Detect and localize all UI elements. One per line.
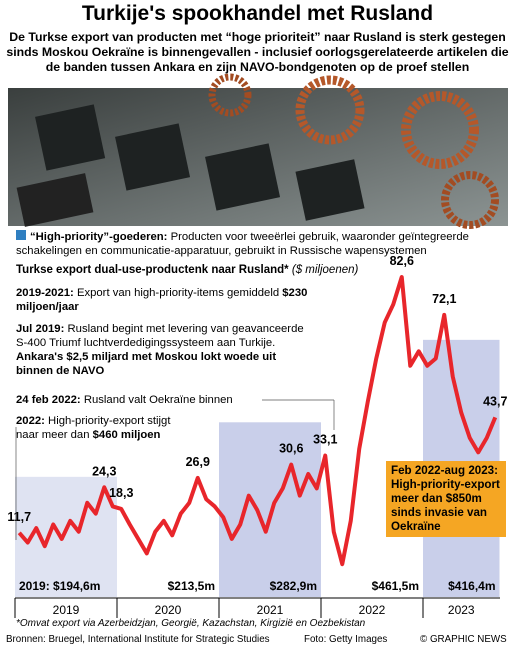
ann-highlight: $230 miljoen/jaar xyxy=(16,287,308,313)
x-tick-label: 2019 xyxy=(53,603,80,617)
photo-credit: Foto: Getty Images xyxy=(304,634,388,645)
data-label: 33,1 xyxy=(313,433,337,447)
annotation: 2019-2021: Export van high-priority-item… xyxy=(16,286,316,314)
title: Turkije's spookhandel met Rusland xyxy=(81,2,434,25)
data-label: 11,7 xyxy=(7,510,31,524)
x-tick-label: 2021 xyxy=(257,603,284,617)
data-label: 30,6 xyxy=(279,442,303,456)
ann-text: Rusland begint met levering van geavance… xyxy=(16,323,304,349)
data-label: 18,3 xyxy=(109,486,133,500)
chart-title-text: Turkse export dual-use-productenk naar R… xyxy=(16,264,289,276)
annual-label: $461,5m xyxy=(372,579,419,593)
chart-unit: ($ miljoenen) xyxy=(291,264,359,276)
footnote: *Omvat export via Azerbeidzjan, Georgië,… xyxy=(16,618,366,629)
line xyxy=(17,275,498,567)
annual-label: $282,9m xyxy=(270,579,317,593)
data-label: 82,6 xyxy=(390,254,414,268)
ann-text: High-priority-export stijgt naar meer da… xyxy=(16,415,171,441)
legend: “High-priority”-goederen: Producten voor… xyxy=(16,230,511,258)
subtitle: De Turkse export van producten met “hoge… xyxy=(6,30,509,74)
annotation: 2022: High-priority-export stijgt naar m… xyxy=(16,414,196,442)
annual-label: $416,4m xyxy=(448,579,495,593)
ann-date: 2019-2021: xyxy=(16,287,74,299)
ann-highlight: $460 miljoen xyxy=(92,429,161,441)
ann-date: 24 feb 2022: xyxy=(16,394,81,406)
leader-lines xyxy=(15,399,335,540)
data-label: 24,3 xyxy=(92,464,116,478)
ann-highlight: Ankara's $2,5 miljard met Moskou lokt wo… xyxy=(16,351,277,377)
data-label: 43,7 xyxy=(483,394,507,408)
sources: Bronnen: Bruegel, International Institut… xyxy=(6,634,270,645)
x-tick-label: 2020 xyxy=(155,603,182,617)
ann-text: Rusland valt Oekraïne binnen xyxy=(83,394,233,406)
callout: Feb 2022-aug 2023: High-priority-export … xyxy=(386,461,506,537)
annual-label: 2019: $194,6m xyxy=(19,579,100,593)
annotation: Jul 2019: Rusland begint met levering va… xyxy=(16,322,316,378)
ann-date: 2022: xyxy=(16,415,45,427)
x-tick-label: 2023 xyxy=(448,603,475,617)
ann-text: Export van high-priority-items gemiddeld xyxy=(76,287,280,299)
data-label: 26,9 xyxy=(186,455,210,469)
x-tick-label: 2022 xyxy=(359,603,386,617)
annotation: 24 feb 2022: Rusland valt Oekraïne binne… xyxy=(16,393,316,407)
data-label: 72,1 xyxy=(432,292,456,306)
chart-title: Turkse export dual-use-productenk naar R… xyxy=(16,264,358,276)
legend-swatch xyxy=(16,230,26,240)
legend-term: “High-priority”-goederen: xyxy=(30,231,168,243)
ann-date: Jul 2019: xyxy=(16,323,65,335)
photo xyxy=(8,73,508,229)
annual-label: $213,5m xyxy=(168,579,215,593)
legend-text: Producten voor tweeërlei gebruik, waaron… xyxy=(16,231,469,257)
annual-bar xyxy=(219,422,321,597)
credit: © GRAPHIC NEWS xyxy=(420,634,507,645)
